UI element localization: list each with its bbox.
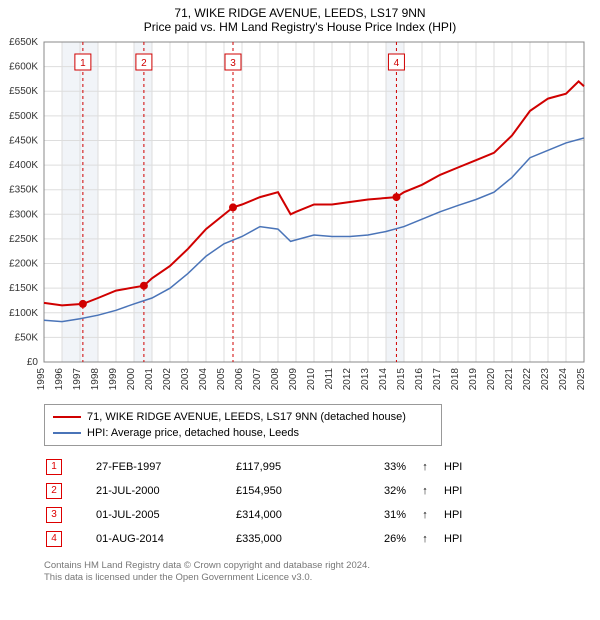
tx-suffix: HPI	[444, 528, 470, 550]
x-tick-label: 2022	[522, 368, 533, 391]
y-tick-label: £200K	[9, 259, 38, 270]
legend-item-b: HPI: Average price, detached house, Leed…	[53, 425, 433, 441]
marker-dot	[229, 203, 237, 211]
tx-marker: 1	[46, 459, 62, 475]
x-tick-label: 2003	[180, 368, 191, 391]
legend-line-a	[53, 416, 81, 418]
legend-line-b	[53, 432, 81, 434]
x-tick-label: 2005	[216, 368, 227, 391]
x-tick-label: 2021	[504, 368, 515, 391]
y-tick-label: £100K	[9, 308, 38, 319]
x-tick-label: 2007	[252, 368, 263, 391]
x-tick-label: 2015	[396, 368, 407, 391]
year-band	[62, 42, 80, 362]
marker-number: 2	[141, 58, 147, 69]
x-tick-label: 2000	[126, 368, 137, 391]
x-tick-label: 2006	[234, 368, 245, 391]
y-tick-label: £250K	[9, 234, 38, 245]
marker-dot	[140, 282, 148, 290]
tx-price: £154,950	[236, 480, 354, 502]
y-tick-label: £600K	[9, 62, 38, 73]
legend-label-a: 71, WIKE RIDGE AVENUE, LEEDS, LS17 9NN (…	[87, 411, 406, 423]
tx-marker: 4	[46, 531, 62, 547]
footer: Contains HM Land Registry data © Crown c…	[44, 560, 600, 585]
tx-price: £335,000	[236, 528, 354, 550]
x-tick-label: 2020	[486, 368, 497, 391]
x-tick-label: 2025	[576, 368, 587, 391]
y-tick-label: £650K	[9, 38, 38, 48]
x-tick-label: 1999	[108, 368, 119, 391]
transactions-table: 127-FEB-1997£117,99533%↑HPI221-JUL-2000£…	[44, 454, 472, 552]
year-band	[134, 42, 152, 362]
tx-pct: 26%	[356, 528, 414, 550]
x-tick-label: 2011	[324, 368, 335, 390]
tx-date: 01-AUG-2014	[96, 528, 234, 550]
arrow-up-icon: ↑	[416, 456, 442, 478]
footer-line-2: This data is licensed under the Open Gov…	[44, 572, 600, 584]
y-tick-label: £50K	[15, 332, 39, 343]
x-tick-label: 2014	[378, 368, 389, 391]
arrow-up-icon: ↑	[416, 480, 442, 502]
chart-title: 71, WIKE RIDGE AVENUE, LEEDS, LS17 9NN	[0, 0, 600, 20]
y-tick-label: £400K	[9, 160, 38, 171]
tx-marker: 3	[46, 507, 62, 523]
price-chart: £0 £50K £100K £150K £200K £250K £300K £350K £400…	[0, 38, 600, 398]
x-tick-label: 2008	[270, 368, 281, 391]
table-row: 3 01-JUL-2005£314,00031%↑HPI	[46, 504, 470, 526]
arrow-up-icon: ↑	[416, 528, 442, 550]
x-tick-label: 2010	[306, 368, 317, 391]
marker-dot	[392, 193, 400, 201]
tx-suffix: HPI	[444, 480, 470, 502]
tx-pct: 33%	[356, 456, 414, 478]
x-tick-label: 2009	[288, 368, 299, 391]
year-band	[386, 42, 404, 362]
tx-pct: 32%	[356, 480, 414, 502]
marker-number: 3	[230, 58, 236, 69]
tx-suffix: HPI	[444, 456, 470, 478]
marker-dot	[79, 300, 87, 308]
legend-label-b: HPI: Average price, detached house, Leed…	[87, 427, 299, 439]
x-tick-label: 2001	[144, 368, 155, 391]
x-tick-label: 2017	[432, 368, 443, 391]
x-tick-label: 2004	[198, 368, 209, 391]
arrow-up-icon: ↑	[416, 504, 442, 526]
tx-price: £314,000	[236, 504, 354, 526]
tx-marker: 2	[46, 483, 62, 499]
tx-pct: 31%	[356, 504, 414, 526]
tx-date: 27-FEB-1997	[96, 456, 234, 478]
x-tick-label: 2012	[342, 368, 353, 391]
x-tick-label: 2002	[162, 368, 173, 391]
tx-suffix: HPI	[444, 504, 470, 526]
x-tick-label: 2023	[540, 368, 551, 391]
y-tick-label: £450K	[9, 135, 38, 146]
legend: 71, WIKE RIDGE AVENUE, LEEDS, LS17 9NN (…	[44, 404, 442, 446]
marker-number: 4	[394, 58, 400, 69]
x-tick-label: 1997	[72, 368, 83, 391]
y-tick-label: £350K	[9, 185, 38, 196]
x-tick-label: 2013	[360, 368, 371, 391]
x-tick-label: 2018	[450, 368, 461, 391]
x-tick-label: 1996	[54, 368, 65, 391]
table-row: 4 01-AUG-2014£335,00026%↑HPI	[46, 528, 470, 550]
chart-subtitle: Price paid vs. HM Land Registry's House …	[0, 20, 600, 38]
tx-date: 21-JUL-2000	[96, 480, 234, 502]
marker-number: 1	[80, 58, 86, 69]
table-row: 1 27-FEB-1997£117,99533%↑HPI	[46, 456, 470, 478]
y-tick-label: £300K	[9, 209, 38, 220]
x-tick-label: 2016	[414, 368, 425, 391]
y-tick-label: £0	[27, 357, 39, 368]
table-row: 2 21-JUL-2000£154,95032%↑HPI	[46, 480, 470, 502]
x-tick-label: 2019	[468, 368, 479, 391]
footer-line-1: Contains HM Land Registry data © Crown c…	[44, 560, 600, 572]
x-tick-label: 1995	[36, 368, 47, 391]
y-tick-label: £150K	[9, 283, 38, 294]
tx-price: £117,995	[236, 456, 354, 478]
tx-date: 01-JUL-2005	[96, 504, 234, 526]
legend-item-a: 71, WIKE RIDGE AVENUE, LEEDS, LS17 9NN (…	[53, 409, 433, 425]
x-tick-label: 2024	[558, 368, 569, 391]
x-tick-label: 1998	[90, 368, 101, 391]
y-tick-label: £550K	[9, 86, 38, 97]
y-tick-label: £500K	[9, 111, 38, 122]
